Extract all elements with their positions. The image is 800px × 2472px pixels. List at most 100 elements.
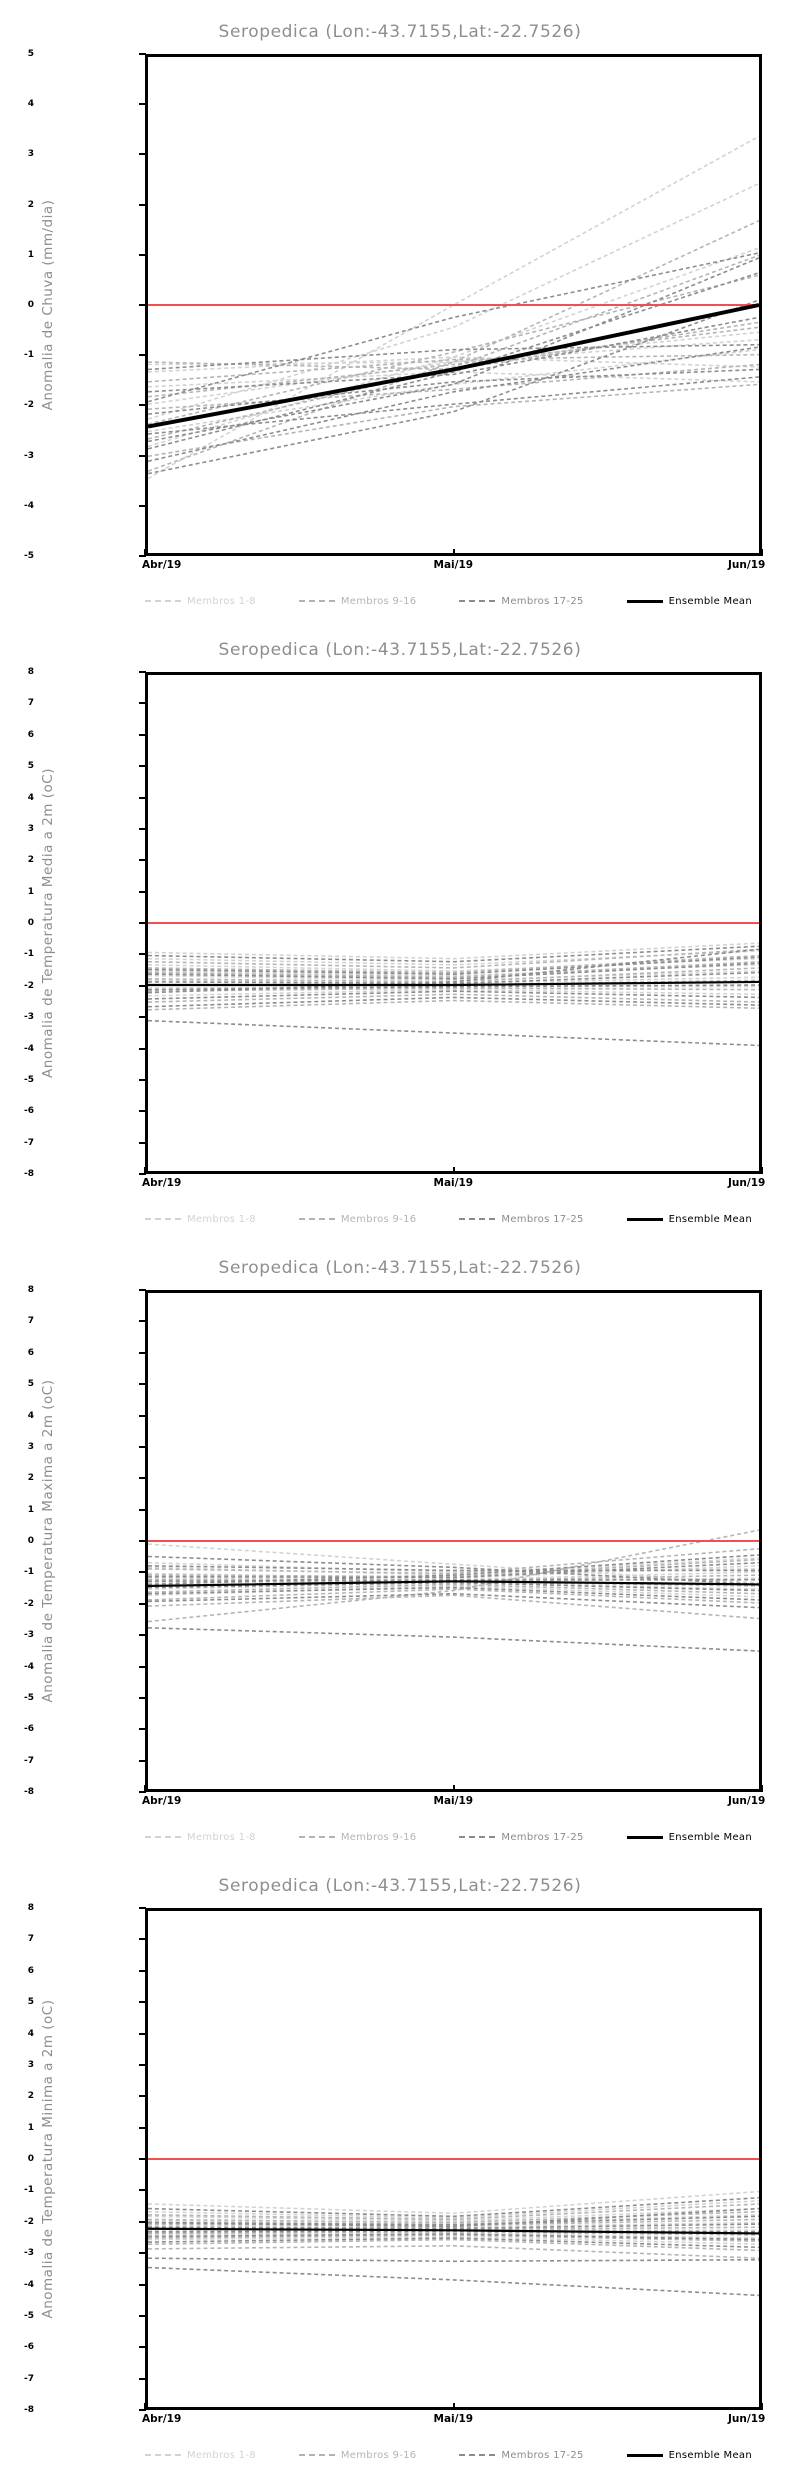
member-line xyxy=(148,956,759,975)
y-tick-mark xyxy=(139,1351,146,1354)
y-tick-mark xyxy=(139,2314,146,2317)
x-tick-mark xyxy=(761,549,763,556)
y-tick-mark xyxy=(139,504,146,507)
legend-label: Membros 17-25 xyxy=(501,2449,584,2461)
member-line xyxy=(148,316,759,393)
y-tick-label: -5 xyxy=(24,1692,34,1703)
y-tick-label: -7 xyxy=(24,2373,34,2384)
y-tick-mark xyxy=(139,2158,146,2160)
legend-item: Ensemble Mean xyxy=(626,1214,752,1225)
member-line xyxy=(148,996,759,1008)
y-tick-label: 4 xyxy=(27,1410,34,1421)
legend-item: Membros 9-16 xyxy=(298,596,417,607)
plot-area xyxy=(145,672,762,1174)
y-tick-label: 8 xyxy=(27,1285,34,1295)
member-line xyxy=(148,346,759,463)
legend-swatch-icon xyxy=(298,1218,335,1220)
legend-swatch-icon xyxy=(626,1835,663,1839)
y-tick-mark xyxy=(139,103,146,106)
x-tick-mark xyxy=(144,1167,146,1174)
y-tick-mark xyxy=(139,304,146,306)
member-line xyxy=(148,1547,759,1575)
member-line xyxy=(148,1583,759,1595)
x-tick-mark xyxy=(144,1785,146,1792)
member-line xyxy=(148,1585,759,1598)
y-tick-mark xyxy=(139,1907,146,1909)
y-tick-mark xyxy=(139,2283,146,2286)
member-line xyxy=(148,338,759,405)
y-tick-mark xyxy=(139,984,146,987)
y-tick-label: -1 xyxy=(24,2185,34,2196)
legend-swatch-icon xyxy=(298,1836,335,1838)
x-tick-label: Mai/19 xyxy=(433,1177,474,1189)
series-layer xyxy=(148,922,759,1047)
y-tick-label: 8 xyxy=(27,1903,34,1913)
legend-label: Ensemble Mean xyxy=(668,1831,752,1843)
y-tick-mark xyxy=(139,1445,146,1448)
y-tick-label: 7 xyxy=(27,1316,34,1327)
y-tick-mark xyxy=(139,2095,146,2098)
y-tick-mark xyxy=(139,2126,146,2129)
x-tick-label: Mai/19 xyxy=(433,2413,474,2425)
y-tick-label: 5 xyxy=(27,761,34,772)
member-line xyxy=(148,247,759,448)
legend-label: Membros 17-25 xyxy=(501,595,584,607)
y-axis-label: Anomalia de Temperatura Minima a 2m (oC) xyxy=(40,1999,56,2319)
member-line xyxy=(148,2235,759,2246)
member-line xyxy=(148,252,759,403)
legend-swatch-icon xyxy=(298,600,335,602)
legend-label: Membros 1-8 xyxy=(187,1831,256,1843)
y-tick-label: -3 xyxy=(24,1630,34,1641)
legend-swatch-icon xyxy=(459,1836,496,1838)
member-line xyxy=(148,987,759,992)
y-tick-label: 0 xyxy=(27,918,34,928)
x-tick-mark xyxy=(761,2403,763,2410)
y-tick-mark xyxy=(139,1477,146,1480)
y-tick-label: -8 xyxy=(24,1787,34,1797)
y-tick-label: 8 xyxy=(27,667,34,677)
ensemble-mean-line xyxy=(148,2227,759,2235)
y-tick-mark xyxy=(139,1602,146,1605)
series-layer xyxy=(148,135,759,480)
member-line xyxy=(148,219,759,472)
y-tick-label: -1 xyxy=(24,949,34,960)
y-tick-label: 7 xyxy=(27,1934,34,1945)
y-tick-label: -3 xyxy=(24,450,34,461)
legend-item: Membros 1-8 xyxy=(145,1832,256,1843)
y-tick-label: -3 xyxy=(24,2248,34,2259)
y-tick-label: 2 xyxy=(27,2091,34,2102)
y-tick-mark xyxy=(139,2001,146,2004)
member-line xyxy=(148,2231,759,2236)
member-line xyxy=(148,1019,759,1047)
y-tick-mark xyxy=(139,2220,146,2223)
y-tick-mark xyxy=(139,253,146,256)
legend-item: Membros 17-25 xyxy=(459,2450,583,2461)
member-line xyxy=(148,2203,759,2221)
member-line xyxy=(148,2207,759,2228)
member-line xyxy=(148,971,759,985)
y-axis-label: Anomalia de Temperatura Media a 2m (oC) xyxy=(40,768,56,1078)
member-line xyxy=(148,2207,759,2222)
x-tick-label: Jun/19 xyxy=(728,1177,766,1189)
member-line xyxy=(148,945,759,963)
member-line xyxy=(148,2257,759,2263)
y-tick-mark xyxy=(139,153,146,156)
y-tick-mark xyxy=(139,1078,146,1081)
y-tick-mark xyxy=(139,2032,146,2035)
y-tick-label: 5 xyxy=(27,1997,34,2008)
legend-item: Membros 9-16 xyxy=(298,1214,417,1225)
legend-label: Membros 1-8 xyxy=(187,1213,256,1225)
member-line xyxy=(148,356,759,373)
y-tick-mark xyxy=(139,733,146,736)
member-line xyxy=(148,135,759,480)
x-tick-mark xyxy=(761,1785,763,1792)
y-tick-label: 4 xyxy=(27,2028,34,2039)
member-line xyxy=(148,2234,759,2242)
legend-swatch-icon xyxy=(626,599,663,603)
member-line xyxy=(148,960,759,979)
y-tick-label: 2 xyxy=(27,1473,34,1484)
chart-title: Seropedica (Lon:-43.7155,Lat:-22.7526) xyxy=(218,1876,582,1896)
y-tick-label: -6 xyxy=(24,2342,34,2353)
member-line xyxy=(148,2218,759,2227)
y-tick-label: -4 xyxy=(24,2279,34,2290)
